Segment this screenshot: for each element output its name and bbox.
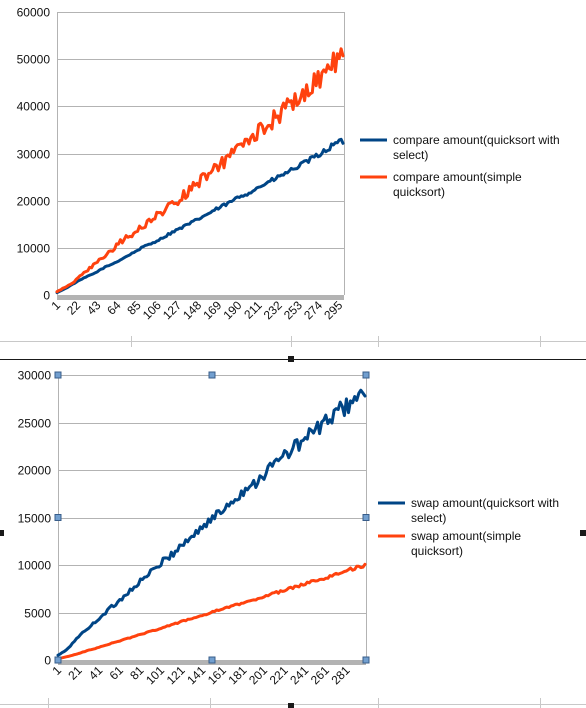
- x-tick-label: 190: [220, 298, 244, 322]
- chart-selection-frame[interactable]: [0, 356, 586, 708]
- series-line-2: [56, 562, 367, 661]
- y-tick-label: 0: [44, 654, 51, 668]
- y-tick-label: 5000: [24, 607, 51, 621]
- x-tick-label: 1: [49, 663, 64, 678]
- legend-label-2: quicksort): [393, 185, 445, 199]
- plot-selection-handle[interactable]: [208, 371, 216, 379]
- x-tick-label: 22: [64, 298, 84, 318]
- chart-1-series: [55, 47, 345, 295]
- x-tick-label: 221: [267, 663, 291, 687]
- y-tick-label: 10000: [17, 242, 51, 256]
- x-tick-label: 141: [184, 663, 208, 687]
- series-line-1: [56, 388, 367, 657]
- chart-2-series: [56, 388, 367, 661]
- chart-1-plot-frame: [57, 12, 345, 295]
- x-tick-label: 148: [180, 298, 204, 322]
- plot-selection-handle[interactable]: [54, 371, 62, 379]
- y-tick-label: 15000: [18, 512, 52, 526]
- legend-label-1: select): [411, 511, 446, 525]
- x-axis-band: [57, 295, 344, 300]
- plot-selection-handle[interactable]: [54, 656, 62, 664]
- y-tick-label: 10000: [18, 559, 52, 573]
- x-tick-label: 201: [246, 663, 270, 687]
- selection-handle-right[interactable]: [580, 530, 586, 536]
- plot-selection-handle[interactable]: [54, 514, 62, 521]
- chart-1-y-ticks: 0 10000 20000 30000 40000 50000 60000: [17, 6, 51, 303]
- series-line-2: [55, 47, 345, 294]
- x-tick-label: 181: [225, 663, 249, 687]
- plot-selection-handle[interactable]: [362, 656, 370, 664]
- x-tick-label: 161: [205, 663, 229, 687]
- x-tick-label: 127: [160, 298, 184, 322]
- y-tick-label: 30000: [17, 148, 51, 162]
- cell-grid: [0, 336, 586, 708]
- legend-label-2: quicksort): [411, 544, 463, 558]
- x-tick-label: 41: [86, 663, 106, 683]
- plot-selection-handle[interactable]: [208, 656, 216, 664]
- x-tick-label: 253: [281, 298, 305, 322]
- x-tick-label: 295: [321, 298, 345, 322]
- x-tick-label: 241: [287, 663, 311, 687]
- x-tick-label: 121: [164, 663, 188, 687]
- y-tick-label: 0: [43, 289, 50, 303]
- y-tick-label: 30000: [18, 369, 52, 383]
- plot-selection-handle[interactable]: [362, 514, 370, 521]
- x-tick-label: 274: [301, 298, 325, 322]
- y-tick-label: 25000: [18, 417, 52, 431]
- x-tick-label: 81: [127, 663, 147, 683]
- selection-handle-bottom[interactable]: [288, 703, 294, 708]
- x-tick-label: 169: [200, 298, 224, 322]
- legend-label-2: compare amount(simple: [393, 170, 522, 184]
- y-tick-label: 40000: [17, 100, 51, 114]
- chart-2-y-ticks: 0 5000 10000 15000 20000 25000 30000: [18, 369, 52, 668]
- x-tick-label: 211: [241, 298, 265, 322]
- legend-label-2: swap amount(simple: [411, 529, 521, 543]
- chart-1-gridlines: [57, 12, 344, 296]
- x-tick-label: 281: [328, 663, 352, 687]
- legend-label-1: swap amount(quicksort with: [411, 496, 559, 510]
- legend-label-1: select): [393, 148, 428, 162]
- y-tick-label: 50000: [17, 53, 51, 67]
- x-tick-label: 21: [65, 663, 85, 683]
- x-tick-label: 101: [143, 663, 167, 687]
- x-tick-label: 1: [48, 298, 63, 313]
- y-tick-label: 20000: [17, 195, 51, 209]
- x-tick-label: 261: [308, 663, 332, 687]
- selection-handle-top[interactable]: [288, 356, 294, 362]
- y-tick-label: 20000: [18, 464, 52, 478]
- selection-handle-left[interactable]: [0, 530, 4, 536]
- plot-selection-handle[interactable]: [362, 371, 370, 379]
- x-tick-label: 232: [261, 298, 285, 322]
- x-tick-label: 43: [84, 298, 104, 318]
- legend-label-1: compare amount(quicksort with: [393, 133, 560, 147]
- y-tick-label: 60000: [17, 6, 51, 20]
- chart-1-x-axis-band: [57, 295, 344, 300]
- x-tick-label: 64: [104, 298, 124, 318]
- x-tick-label: 61: [107, 663, 127, 683]
- series-line-1: [55, 137, 345, 295]
- chart-2-selection-handles[interactable]: [54, 371, 370, 664]
- x-tick-label: 106: [140, 298, 164, 322]
